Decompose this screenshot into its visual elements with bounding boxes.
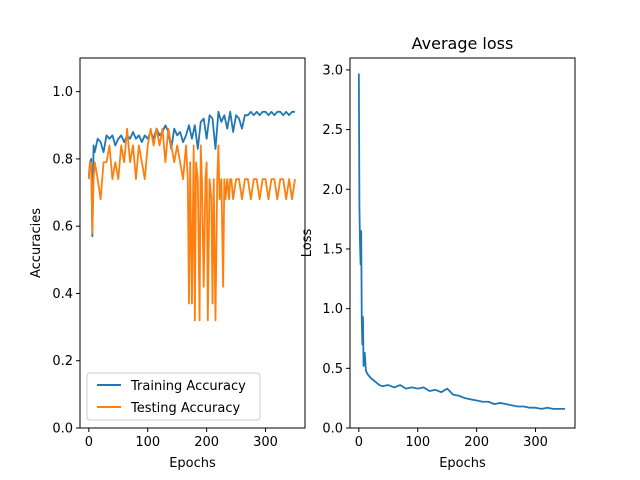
loss-y-ticks: 0.0 0.5 1.0 1.5 2.0 2.5 3.0 bbox=[322, 63, 350, 437]
accuracy-x-tick-label: 200 bbox=[194, 435, 219, 450]
accuracy-x-tick-label: 100 bbox=[135, 435, 160, 450]
accuracy-x-tick-label: 300 bbox=[253, 435, 278, 450]
legend-label-testing: Testing Accuracy bbox=[130, 401, 240, 416]
legend-label-training: Training Accuracy bbox=[130, 379, 246, 394]
accuracy-y-axis-label: Accuracies bbox=[29, 208, 44, 278]
loss-x-tick-label: 100 bbox=[405, 435, 430, 450]
loss-series-line-0 bbox=[357, 73, 565, 410]
loss-plot: 0 100 200 300 0.0 0.5 1.0 1.5 2.0 2.5 3.0 Average… bbox=[300, 34, 576, 471]
accuracy-y-tick-label: 0.6 bbox=[52, 220, 73, 235]
loss-series-layer bbox=[357, 73, 565, 410]
loss-x-ticks: 0 100 200 300 bbox=[355, 428, 548, 450]
accuracy-x-axis-label: Epochs bbox=[169, 456, 216, 471]
loss-x-tick-label: 200 bbox=[464, 435, 489, 450]
accuracy-y-tick-label: 0.8 bbox=[52, 152, 73, 167]
accuracy-plot: 0 100 200 300 0.0 0.2 0.4 0.6 0.8 1.0 Epochs Acc… bbox=[29, 57, 306, 471]
accuracy-y-tick-label: 0.2 bbox=[52, 354, 73, 369]
loss-y-tick-label: 2.0 bbox=[322, 183, 343, 198]
accuracy-legend: Training Accuracy Testing Accuracy bbox=[86, 372, 261, 421]
accuracy-y-tick-label: 0.0 bbox=[52, 422, 73, 437]
accuracy-y-ticks: 0.0 0.2 0.4 0.6 0.8 1.0 bbox=[52, 85, 80, 437]
loss-y-tick-label: 3.0 bbox=[322, 63, 343, 78]
loss-y-tick-label: 0.5 bbox=[322, 362, 343, 377]
loss-plot-frame bbox=[349, 57, 576, 429]
accuracy-x-ticks: 0 100 200 300 bbox=[85, 428, 278, 450]
loss-y-tick-label: 0.0 bbox=[322, 422, 343, 437]
accuracy-series-line-1 bbox=[87, 127, 296, 322]
legend-box bbox=[86, 372, 261, 421]
loss-y-axis-label: Loss bbox=[300, 229, 315, 258]
loss-plot-title: Average loss bbox=[412, 34, 514, 53]
loss-x-tick-label: 300 bbox=[523, 435, 548, 450]
loss-y-tick-label: 1.0 bbox=[322, 302, 343, 317]
accuracy-y-tick-label: 0.4 bbox=[52, 287, 73, 302]
loss-y-tick-label: 2.5 bbox=[322, 123, 343, 138]
accuracy-series-line-0 bbox=[87, 110, 295, 238]
loss-x-axis-label: Epochs bbox=[439, 456, 486, 471]
loss-x-tick-label: 0 bbox=[355, 435, 363, 450]
accuracy-series-layer bbox=[87, 110, 296, 322]
accuracy-plot-frame bbox=[79, 57, 306, 429]
accuracy-x-tick-label: 0 bbox=[85, 435, 93, 450]
accuracy-y-tick-label: 1.0 bbox=[52, 85, 73, 100]
loss-y-tick-label: 1.5 bbox=[322, 242, 343, 257]
